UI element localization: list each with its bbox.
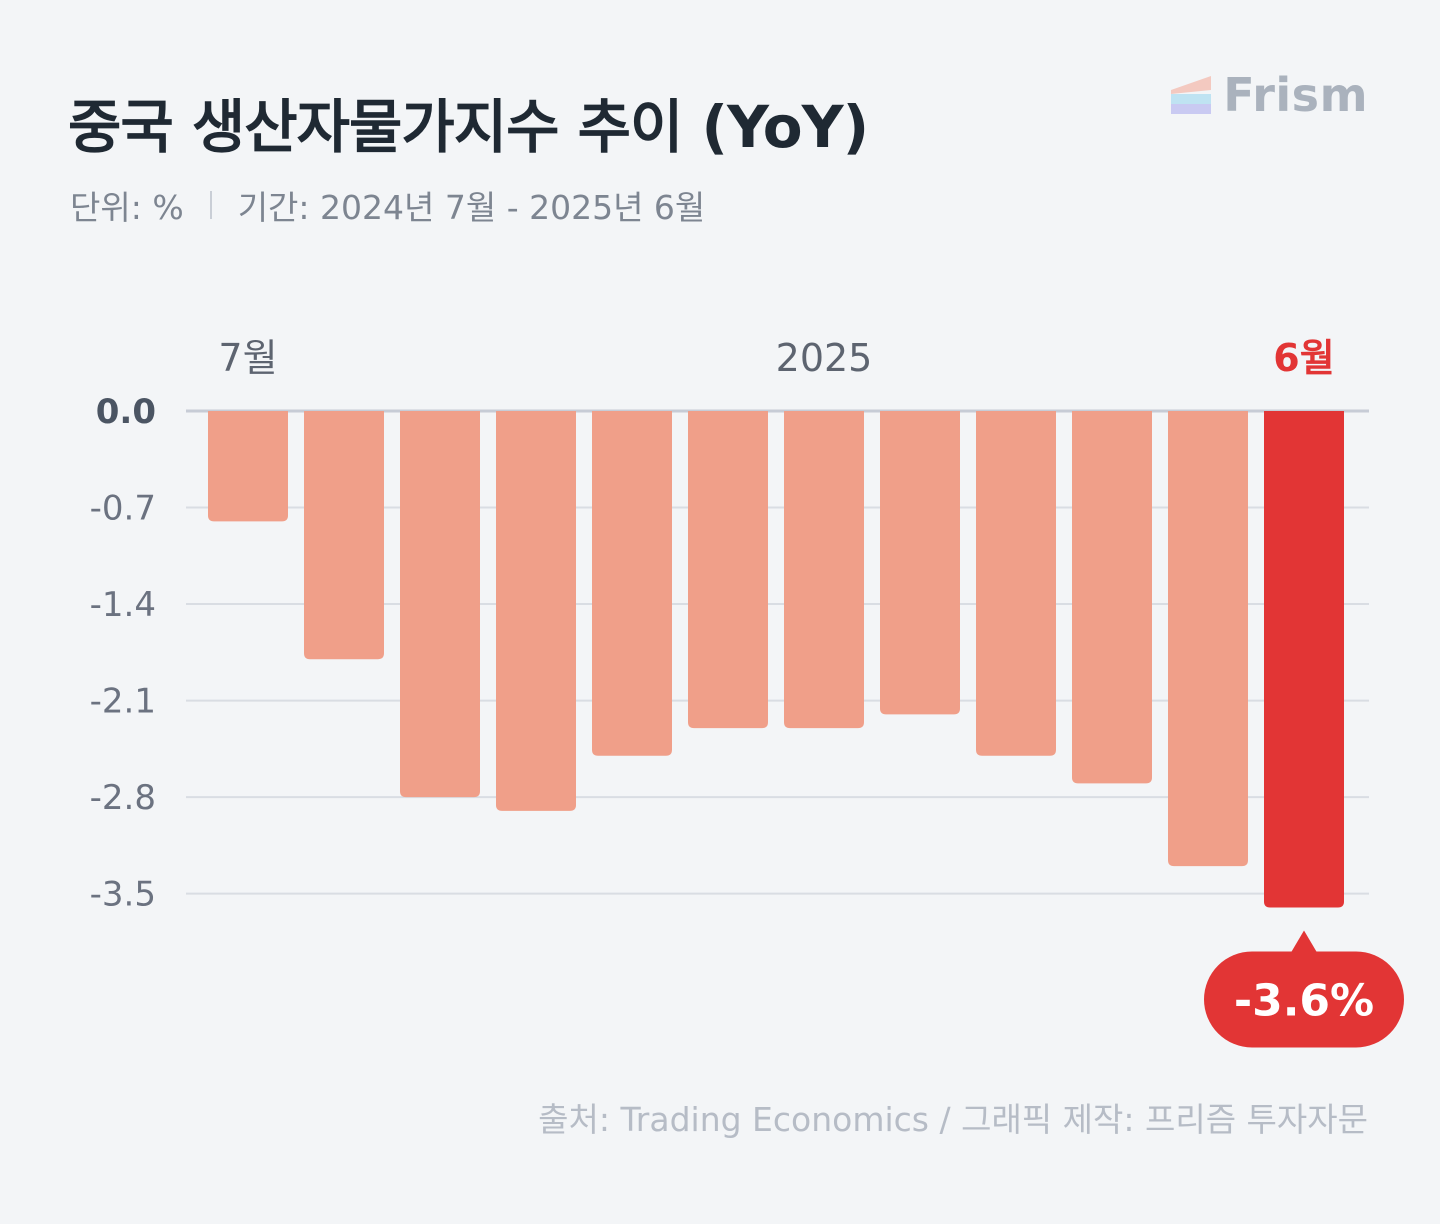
page-title: 중국 생산자물가지수 추이 (YoY) [68, 93, 869, 161]
bar [496, 411, 576, 811]
period-label: 7월 [218, 336, 277, 380]
period-label: 기간: 2024년 7월 - 2025년 6월 [237, 188, 706, 227]
source-note: 출처: Trading Economics / 그래픽 제작: 프리즘 투자자문 [538, 1100, 1368, 1139]
bar-chart: 0.0 -0.7 -1.4 -2.1 -2.8 -3.5 7월 2025 6월 -3.6% [90, 336, 1404, 1048]
bar [208, 411, 288, 522]
bar [688, 411, 768, 729]
bar [400, 411, 480, 798]
bar [784, 411, 864, 729]
bar [880, 411, 960, 715]
bar [976, 411, 1056, 756]
frism-logo-icon [1171, 76, 1212, 114]
y-tick-label: -1.4 [90, 585, 156, 625]
callout-value: -3.6% [1234, 975, 1374, 1026]
period-label: 2025 [776, 336, 873, 380]
callout-bubble [1204, 951, 1404, 1048]
callout-pointer [1291, 930, 1317, 953]
bar [592, 411, 672, 756]
bar-layer [208, 411, 1344, 908]
bar [1072, 411, 1152, 784]
y-tick-label: -0.7 [90, 489, 156, 529]
brand-logo: Frism [1171, 68, 1368, 122]
separator [209, 191, 212, 219]
bar [1168, 411, 1248, 867]
y-tick-label: 0.0 [96, 392, 156, 432]
y-tick-label: -2.1 [90, 682, 156, 722]
bar-highlight [1264, 411, 1344, 908]
y-tick-label: -2.8 [90, 778, 156, 818]
bar [304, 411, 384, 660]
period-label: 6월 [1273, 336, 1334, 380]
y-tick-label: -3.5 [90, 875, 156, 915]
label-layer: 0.0 -0.7 -1.4 -2.1 -2.8 -3.5 7월 2025 6월 -3.6% [90, 336, 1404, 1048]
chart-subtitle: 단위: % 기간: 2024년 7월 - 2025년 6월 [70, 181, 705, 229]
unit-label: 단위: % [70, 188, 184, 227]
brand-name: Frism [1223, 68, 1368, 122]
